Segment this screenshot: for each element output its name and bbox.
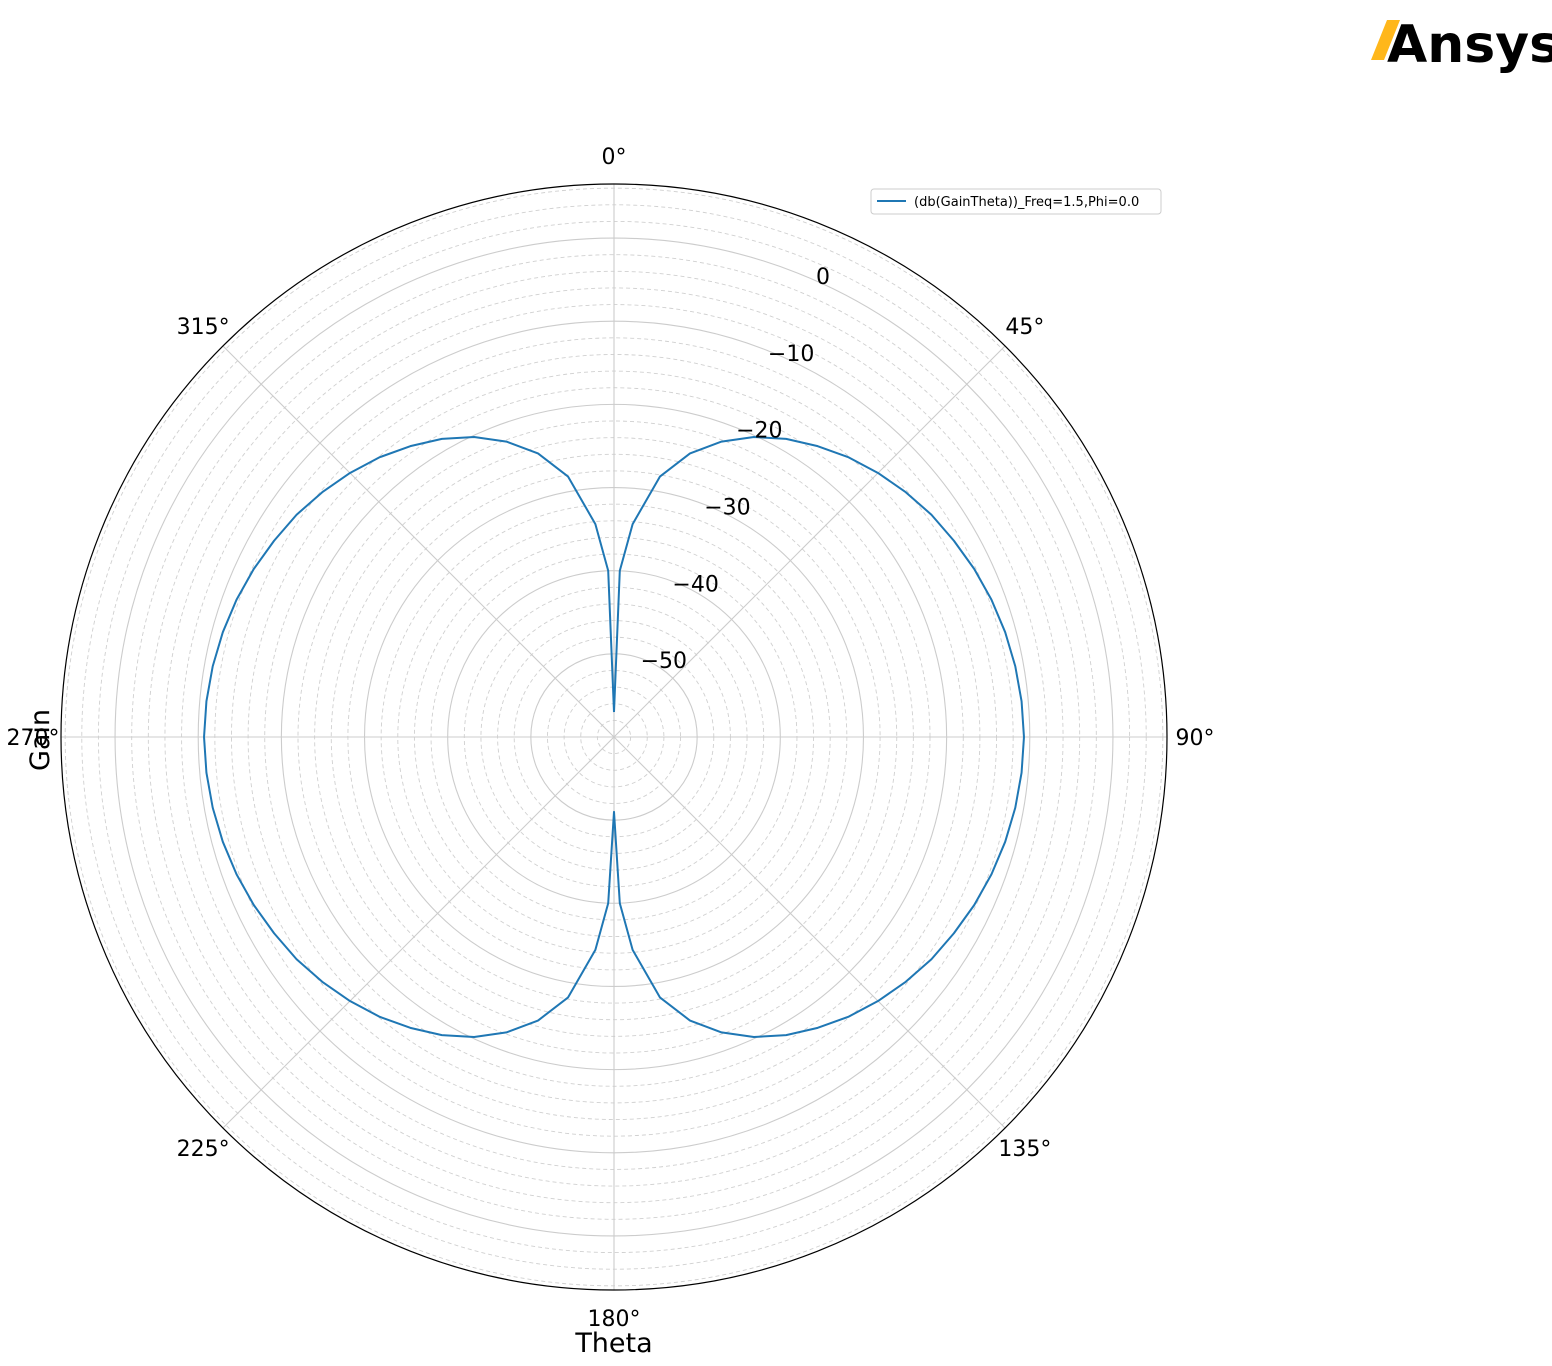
series-line bbox=[203, 436, 1025, 1038]
ansys-logo: Ansys bbox=[1371, 15, 1552, 75]
legend-entry-label: (db(GainTheta))_Freq=1.5,Phi=0.0 bbox=[914, 195, 1139, 210]
polar-grid bbox=[61, 184, 1167, 1290]
series-layer bbox=[203, 436, 1025, 1038]
radial-grid-line bbox=[613, 345, 1006, 738]
theta-tick-label: 90° bbox=[1176, 726, 1215, 751]
r-tick-label: −40 bbox=[672, 572, 718, 597]
theta-tick-label: 0° bbox=[602, 145, 627, 170]
r-tick-label: −50 bbox=[641, 649, 687, 674]
r-tick-label: −20 bbox=[736, 419, 782, 444]
ansys-logo-text: Ansys bbox=[1387, 15, 1552, 75]
ansys-logo-accent bbox=[1371, 20, 1400, 60]
theta-tick-labels: 0° 45° 90° 135° 180° 225° 270° 315° bbox=[7, 145, 1215, 1332]
y-axis-label: Gain bbox=[25, 709, 56, 771]
radial-grid-line bbox=[613, 736, 1006, 1129]
radial-grid-line bbox=[222, 345, 615, 738]
legend: (db(GainTheta))_Freq=1.5,Phi=0.0 bbox=[870, 188, 1162, 215]
r-tick-label: 0 bbox=[816, 265, 830, 290]
polar-frame bbox=[60, 183, 1168, 1291]
theta-tick-label: 45° bbox=[1005, 315, 1044, 340]
x-axis-label: Theta bbox=[574, 1328, 652, 1359]
r-tick-label: −10 bbox=[768, 342, 814, 367]
legend-frame bbox=[870, 188, 1162, 215]
r-tick-labels: 0 −10 −20 −30 −40 −50 bbox=[641, 265, 830, 674]
theta-tick-label: 225° bbox=[177, 1137, 230, 1162]
theta-tick-label: 270° bbox=[7, 726, 60, 751]
r-tick-label: −30 bbox=[704, 496, 750, 521]
radial-grid-line bbox=[222, 736, 615, 1129]
theta-tick-label: 135° bbox=[998, 1137, 1051, 1162]
theta-tick-label: 180° bbox=[588, 1307, 641, 1332]
theta-tick-label: 315° bbox=[177, 315, 230, 340]
